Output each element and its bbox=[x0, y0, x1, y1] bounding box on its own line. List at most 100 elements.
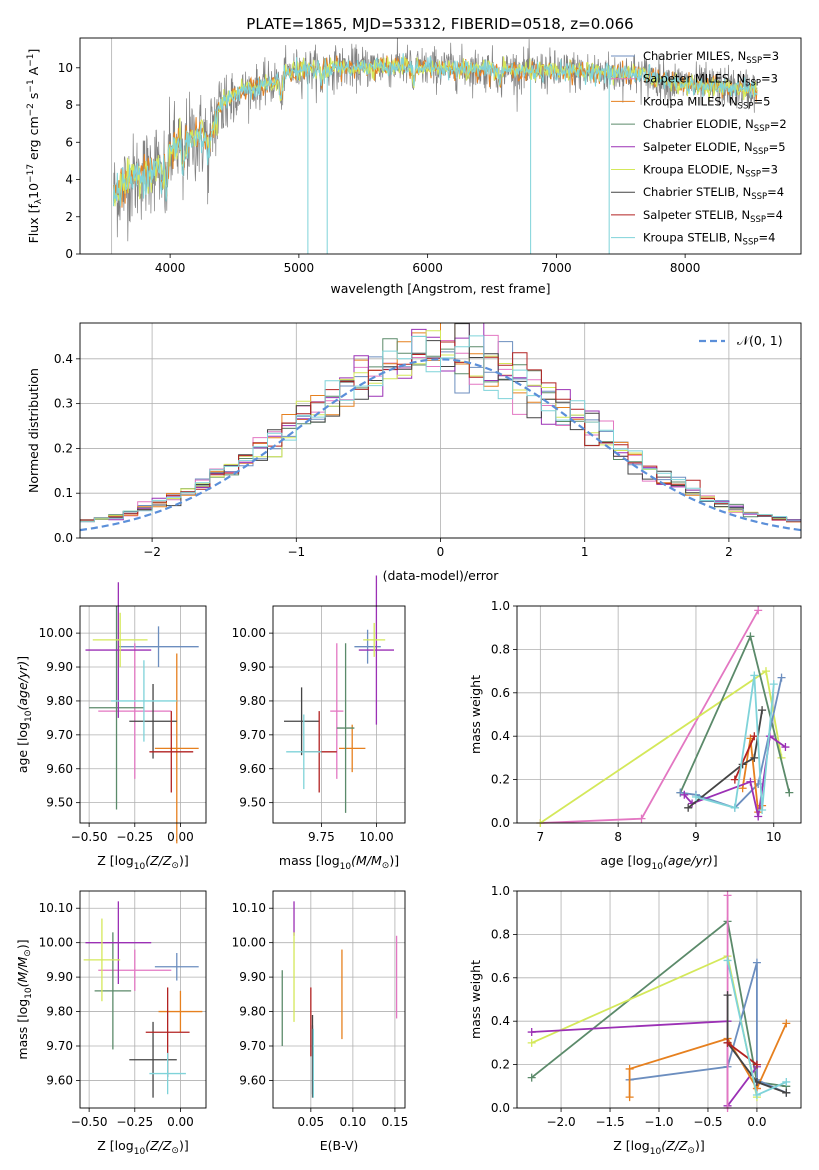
y-tick-label: 0.8 bbox=[491, 642, 510, 656]
y-tick-label: 0.0 bbox=[491, 1101, 510, 1115]
y-tick-label: 0.0 bbox=[491, 816, 510, 830]
x-tick-label: 8 bbox=[614, 830, 622, 844]
x-tick-label: 6000 bbox=[412, 261, 443, 275]
y-tick-label: 9.70 bbox=[46, 728, 73, 742]
x-axis-label: wavelength [Angstrom, rest frame] bbox=[330, 281, 550, 296]
x-tick-label: −0.50 bbox=[71, 1115, 108, 1129]
mass-weight-line bbox=[734, 735, 756, 780]
x-tick-label: 9.75 bbox=[308, 830, 335, 844]
mass-weight-marker bbox=[723, 891, 732, 900]
mass-weight-vs-metallicity-panel: −2.0 −1.5 −1.0 −0.5 0.0 0.0 0.2 0.4 0.6 0.8 1.0 Z [… bbox=[468, 884, 802, 1157]
x-axis-label: Z [log10(Z/Z⊙)] bbox=[613, 1138, 704, 1157]
mass-weight-marker bbox=[750, 671, 759, 680]
y-tick-label: 0.2 bbox=[54, 441, 73, 455]
y-tick-label: 9.80 bbox=[46, 1005, 73, 1019]
y-tick-label: 2 bbox=[65, 210, 73, 224]
legend-label: Salpeter ELODIE, NSSP=5 bbox=[643, 140, 786, 157]
x-tick-label: 0.00 bbox=[167, 1115, 194, 1129]
age-vs-mass-panel: 9.75 10.00 9.50 9.60 9.70 9.80 9.90 10.00 mass [… bbox=[232, 575, 406, 872]
mass-weight-marker bbox=[746, 777, 755, 786]
mass-weight-marker bbox=[758, 706, 767, 715]
y-tick-label: 10.00 bbox=[39, 936, 73, 950]
x-tick-label: 1 bbox=[581, 545, 589, 559]
normal-distribution-curve bbox=[79, 358, 802, 532]
mass-weight-marker bbox=[781, 743, 790, 752]
mass-weight-marker bbox=[723, 991, 732, 1000]
y-tick-label: 0.6 bbox=[491, 686, 510, 700]
mass-weight-marker bbox=[754, 812, 763, 821]
x-tick-label: 0.15 bbox=[382, 1115, 409, 1129]
x-axis-label: E(B-V) bbox=[320, 1138, 359, 1153]
mass-weight-marker bbox=[752, 1090, 761, 1099]
x-tick-label: 0 bbox=[437, 545, 445, 559]
y-tick-label: 0.1 bbox=[54, 486, 73, 500]
x-tick-label: −2.0 bbox=[546, 1115, 575, 1129]
y-tick-label: 0.4 bbox=[491, 1014, 510, 1028]
mass-vs-metallicity-panel: −0.50 −0.25 0.00 9.60 9.70 9.80 9.90 10.00 10.10… bbox=[15, 890, 207, 1157]
x-tick-label: 0.10 bbox=[340, 1115, 367, 1129]
y-tick-label: 1.0 bbox=[491, 599, 510, 613]
mass-weight-marker bbox=[785, 788, 794, 797]
y-tick-label: 9.90 bbox=[239, 970, 266, 984]
mass-weight-line bbox=[683, 734, 786, 817]
y-tick-label: 9.80 bbox=[46, 694, 73, 708]
x-tick-label: 7 bbox=[537, 830, 545, 844]
mass-weight-line bbox=[727, 1042, 758, 1066]
y-tick-label: 9.60 bbox=[239, 1073, 266, 1087]
model-spectrum-line bbox=[113, 53, 758, 207]
mass-weight-marker bbox=[730, 803, 739, 812]
mass-weight-line bbox=[687, 710, 763, 809]
y-tick-label: 9.90 bbox=[239, 660, 266, 674]
x-axis-label: Z [log10(Z/Z⊙)] bbox=[97, 1138, 188, 1157]
y-axis-label: age [log10(age/yr)] bbox=[15, 656, 34, 773]
figure-title: PLATE=1865, MJD=53312, FIBERID=0518, z=0… bbox=[246, 15, 633, 33]
mass-weight-marker bbox=[782, 1088, 791, 1097]
mass-weight-marker bbox=[746, 632, 755, 641]
x-tick-label: 10.00 bbox=[359, 830, 393, 844]
mass-weight-marker bbox=[691, 792, 700, 801]
mass-weight-vs-age-panel: 7 8 9 10 0.0 0.2 0.4 0.6 0.8 1.0 age [log10(age/yr… bbox=[468, 599, 802, 872]
y-tick-label: 10.00 bbox=[39, 626, 73, 640]
mass-weight-marker bbox=[723, 956, 732, 965]
mass-weight-marker bbox=[625, 1093, 634, 1102]
y-tick-label: 8 bbox=[65, 98, 73, 112]
y-tick-label: 6 bbox=[65, 135, 73, 149]
y-tick-label: 0.0 bbox=[54, 531, 73, 545]
mass-weight-marker bbox=[752, 1060, 761, 1069]
y-tick-label: 0.6 bbox=[491, 971, 510, 985]
legend-label: Kroupa ELODIE, NSSP=3 bbox=[643, 163, 778, 180]
y-tick-label: 9.70 bbox=[239, 1039, 266, 1053]
y-tick-label: 4 bbox=[65, 173, 73, 187]
y-tick-label: 9.80 bbox=[239, 694, 266, 708]
y-axis-label: mass weight bbox=[468, 960, 483, 1039]
legend-label: Chabrier MILES, NSSP=3 bbox=[643, 49, 779, 66]
y-tick-label: 0.4 bbox=[491, 729, 510, 743]
y-tick-label: 9.90 bbox=[46, 660, 73, 674]
legend-label: Kroupa STELIB, NSSP=4 bbox=[643, 231, 775, 248]
y-tick-label: 10.00 bbox=[232, 936, 266, 950]
mass-weight-marker bbox=[761, 667, 770, 676]
legend-label: 𝒩(0, 1) bbox=[737, 333, 783, 348]
mass-vs-extinction-panel: 0.05 0.10 0.15 9.60 9.70 9.80 9.90 10.00 10.10 E(… bbox=[232, 890, 409, 1153]
x-tick-label: −0.5 bbox=[693, 1115, 722, 1129]
x-tick-label: −1.0 bbox=[644, 1115, 673, 1129]
x-tick-label: 4000 bbox=[155, 261, 186, 275]
x-tick-label: −0.25 bbox=[116, 1115, 153, 1129]
mass-weight-marker bbox=[754, 606, 763, 615]
x-axis-label: age [log10(age/yr)] bbox=[600, 853, 717, 872]
y-tick-label: 0.3 bbox=[54, 397, 73, 411]
y-tick-label: 10 bbox=[58, 61, 73, 75]
x-tick-label: −0.25 bbox=[116, 830, 153, 844]
x-tick-label: 7000 bbox=[541, 261, 572, 275]
mass-weight-marker bbox=[750, 753, 759, 762]
age-vs-metallicity-panel: −0.50 −0.25 0.00 9.50 9.60 9.70 9.80 9.90 10.00 Z… bbox=[15, 582, 207, 872]
x-tick-label: −1.5 bbox=[595, 1115, 624, 1129]
mass-weight-marker bbox=[684, 803, 693, 812]
mass-weight-marker bbox=[777, 673, 786, 682]
axes-frame bbox=[79, 605, 207, 824]
x-tick-label: 0.05 bbox=[297, 1115, 324, 1129]
y-tick-label: 9.50 bbox=[239, 796, 266, 810]
x-tick-label: 5000 bbox=[284, 261, 315, 275]
spectrum-panel: 4000 5000 6000 7000 8000 0 2 4 6 8 10 wavelength [A… bbox=[26, 37, 802, 296]
